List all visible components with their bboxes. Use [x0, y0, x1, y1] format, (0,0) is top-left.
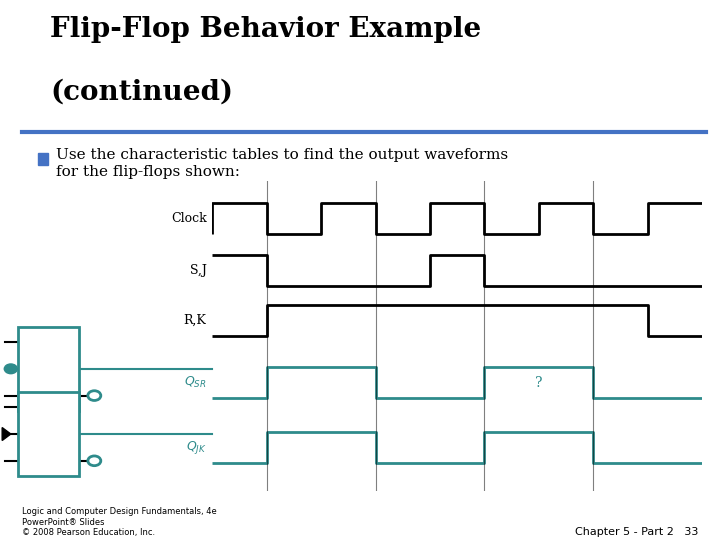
Text: Chapter 5 - Part 2   33: Chapter 5 - Part 2 33 — [575, 527, 698, 537]
Text: K: K — [37, 454, 45, 467]
Text: Clock: Clock — [171, 212, 207, 225]
Text: Flip-Flop Behavior Example: Flip-Flop Behavior Example — [50, 16, 482, 43]
Bar — [18, 392, 79, 476]
Text: $Q_{SR}$: $Q_{SR}$ — [184, 375, 207, 390]
Polygon shape — [2, 428, 11, 441]
Text: S,J: S,J — [190, 265, 207, 278]
Text: C: C — [37, 428, 45, 441]
Text: $Q_{JK}$: $Q_{JK}$ — [186, 440, 207, 456]
Text: J: J — [40, 401, 43, 414]
Text: ?: ? — [535, 376, 543, 390]
Text: R: R — [37, 389, 45, 402]
Text: S: S — [37, 335, 45, 348]
Text: Logic and Computer Design Fundamentals, 4e
PowerPoint® Slides
© 2008 Pearson Edu: Logic and Computer Design Fundamentals, … — [22, 508, 216, 537]
Text: R,K: R,K — [184, 314, 207, 327]
Bar — [18, 327, 79, 410]
Bar — [38, 153, 48, 165]
Text: Use the characteristic tables to find the output waveforms
for the flip-flops sh: Use the characteristic tables to find th… — [56, 148, 508, 179]
Text: C: C — [37, 362, 45, 375]
Circle shape — [4, 364, 17, 374]
Text: (continued): (continued) — [50, 78, 233, 105]
